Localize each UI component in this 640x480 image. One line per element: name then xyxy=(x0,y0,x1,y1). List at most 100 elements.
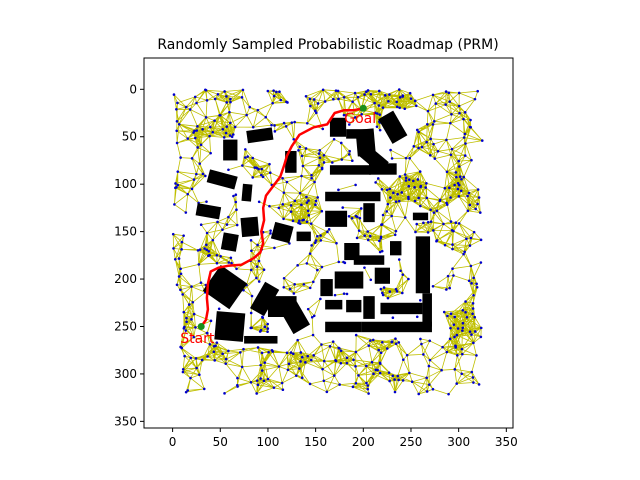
roadmap-node xyxy=(381,106,385,109)
roadmap-node xyxy=(308,97,312,101)
roadmap-node xyxy=(353,116,357,119)
roadmap-node xyxy=(378,250,382,254)
roadmap-node xyxy=(299,351,303,354)
roadmap-node xyxy=(404,156,408,160)
roadmap-node xyxy=(461,329,464,332)
roadmap-node xyxy=(450,229,454,232)
roadmap-node xyxy=(299,360,302,363)
x-tick-label: 200 xyxy=(352,435,375,449)
roadmap-node xyxy=(428,153,432,157)
roadmap-node xyxy=(476,188,480,191)
roadmap-node xyxy=(385,210,389,213)
roadmap-node xyxy=(449,220,453,223)
obstacle xyxy=(329,117,347,137)
roadmap-node xyxy=(434,102,438,105)
roadmap-node xyxy=(270,348,274,352)
roadmap-node xyxy=(201,127,204,131)
roadmap-node xyxy=(414,104,418,108)
roadmap-node xyxy=(263,361,267,364)
obstacle xyxy=(320,279,333,297)
roadmap-node xyxy=(300,203,303,207)
roadmap-node xyxy=(308,286,312,290)
roadmap-node xyxy=(470,370,474,374)
roadmap-node xyxy=(454,221,458,225)
chart-title: Randomly Sampled Probabilistic Roadmap (… xyxy=(157,37,498,53)
roadmap-node xyxy=(479,335,483,339)
x-tick-label: 300 xyxy=(447,435,470,449)
roadmap-node xyxy=(408,91,412,95)
obstacle xyxy=(363,203,375,223)
roadmap-node xyxy=(213,119,216,122)
roadmap-node xyxy=(190,318,193,321)
roadmap-node xyxy=(337,188,340,192)
roadmap-node xyxy=(367,392,370,395)
roadmap-node xyxy=(456,354,459,357)
roadmap-node xyxy=(425,196,429,200)
roadmap-node xyxy=(338,383,341,386)
roadmap-node xyxy=(316,268,319,272)
roadmap-node xyxy=(446,274,450,278)
roadmap-node xyxy=(173,203,176,206)
roadmap-node xyxy=(209,319,213,323)
roadmap-node xyxy=(208,342,212,346)
roadmap-node xyxy=(282,217,285,221)
roadmap-node xyxy=(381,291,384,295)
roadmap-node xyxy=(390,340,394,344)
roadmap-node xyxy=(366,230,370,233)
roadmap-node xyxy=(243,156,247,159)
roadmap-node xyxy=(398,106,401,110)
roadmap-node xyxy=(428,339,432,343)
roadmap-node xyxy=(474,207,477,211)
roadmap-node xyxy=(234,200,238,204)
roadmap-node xyxy=(306,354,310,358)
roadmap-node xyxy=(360,112,363,116)
roadmap-node xyxy=(342,292,346,295)
roadmap-node xyxy=(192,335,196,339)
roadmap-node xyxy=(376,177,380,180)
roadmap-node xyxy=(394,342,398,346)
roadmap-node xyxy=(453,335,456,339)
roadmap-node xyxy=(351,385,355,389)
roadmap-node xyxy=(275,90,278,94)
obstacle xyxy=(374,267,390,284)
roadmap-node xyxy=(308,252,312,255)
obstacle xyxy=(369,163,397,175)
roadmap-node xyxy=(326,230,329,234)
roadmap-node xyxy=(354,214,358,218)
roadmap-node xyxy=(432,229,435,232)
roadmap-node xyxy=(280,381,284,385)
roadmap-node xyxy=(479,261,483,264)
roadmap-node xyxy=(316,234,319,238)
roadmap-node xyxy=(250,326,253,330)
roadmap-node xyxy=(376,368,379,372)
roadmap-node xyxy=(465,315,469,319)
roadmap-node xyxy=(305,121,309,125)
roadmap-node xyxy=(333,293,337,297)
roadmap-node xyxy=(244,148,247,151)
roadmap-node xyxy=(319,234,322,237)
roadmap-node xyxy=(174,182,177,185)
roadmap-node xyxy=(455,175,458,179)
obstacle xyxy=(329,165,371,175)
obstacle xyxy=(214,311,246,342)
roadmap-node xyxy=(345,361,349,365)
roadmap-node xyxy=(375,112,379,115)
y-tick-label: 300 xyxy=(114,367,137,381)
roadmap-node xyxy=(227,168,230,172)
y-tick-label: 200 xyxy=(114,272,137,286)
roadmap-node xyxy=(464,310,467,314)
roadmap-node xyxy=(453,368,457,371)
roadmap-node xyxy=(465,237,468,241)
roadmap-node xyxy=(394,200,398,203)
roadmap-node xyxy=(199,223,203,226)
roadmap-node xyxy=(418,170,422,173)
roadmap-node xyxy=(272,386,276,389)
roadmap-node xyxy=(289,210,293,213)
roadmap-node xyxy=(383,94,387,97)
roadmap-node xyxy=(250,294,254,298)
roadmap-node xyxy=(379,351,383,355)
roadmap-node xyxy=(449,326,452,330)
roadmap-node xyxy=(189,356,193,360)
roadmap-node xyxy=(317,152,321,155)
roadmap-node xyxy=(291,219,295,223)
